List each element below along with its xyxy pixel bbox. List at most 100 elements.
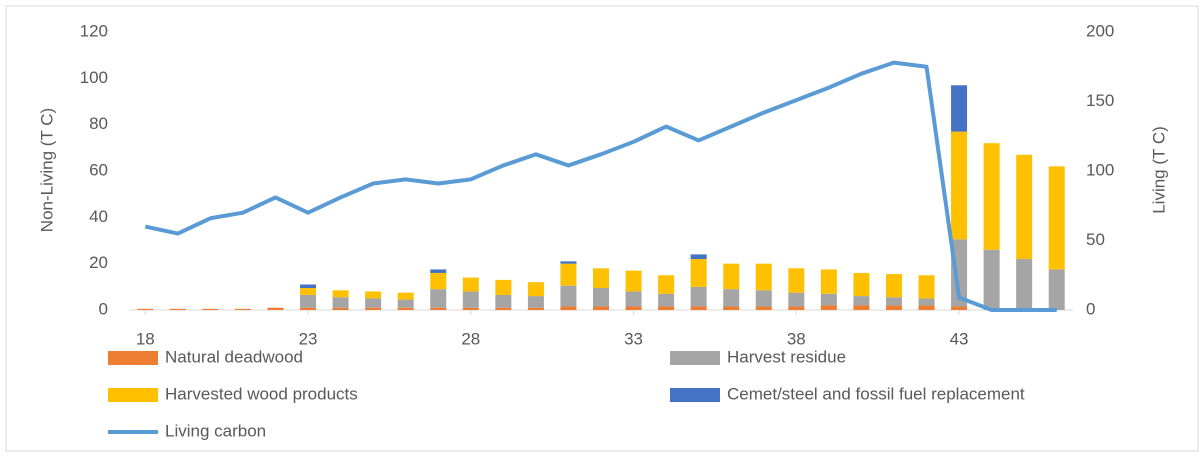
x-tick-label: 33 xyxy=(624,329,643,348)
bar-segment xyxy=(755,263,772,291)
y-axis-title: Non-Living (T C) xyxy=(37,108,56,232)
bar-segment xyxy=(820,305,837,310)
bar-segment xyxy=(332,290,349,298)
y-tick-label: 40 xyxy=(89,207,108,226)
x-tick-label: 18 xyxy=(136,329,155,348)
bar-segment xyxy=(885,305,902,310)
bar-segment xyxy=(853,305,870,310)
bar-segment xyxy=(690,259,707,287)
bar-segment xyxy=(918,298,935,306)
legend-label: Living carbon xyxy=(165,421,266,440)
bar-segment xyxy=(300,307,317,310)
bar-segment xyxy=(788,268,805,293)
bar-segment xyxy=(853,296,870,306)
bar-segment xyxy=(885,274,902,298)
legend-label: Cemet/steel and fossil fuel replacement xyxy=(727,384,1025,403)
bar-segment xyxy=(462,277,479,292)
bar-segment xyxy=(690,306,707,310)
bar-segment xyxy=(788,292,805,307)
bar-segment xyxy=(430,269,447,273)
bar-segment xyxy=(1016,259,1033,310)
bar-segment xyxy=(332,297,349,308)
bar-segment xyxy=(560,261,577,264)
bar-segment xyxy=(300,294,317,308)
x-tick-label: 23 xyxy=(299,329,318,348)
bar-segment xyxy=(853,272,870,297)
bar-segment xyxy=(755,290,772,307)
line-series xyxy=(144,60,1057,312)
bar-segment xyxy=(1048,269,1065,310)
y2-axis-title: Living (T C) xyxy=(1149,126,1168,214)
x-tick-label: 28 xyxy=(461,329,480,348)
bar-segment xyxy=(690,254,707,260)
y2-tick-label: 100 xyxy=(1086,160,1114,179)
bar-segment xyxy=(527,282,544,297)
bar-segment xyxy=(202,308,219,310)
bar-segment xyxy=(430,307,447,310)
bar-segment xyxy=(495,307,512,310)
bar-segment xyxy=(593,306,609,310)
x-tick-label: 38 xyxy=(787,329,806,348)
bar-segment xyxy=(593,268,609,288)
bar-segment xyxy=(755,306,772,310)
bar-segment xyxy=(169,308,186,310)
bar-segment xyxy=(983,249,1000,310)
y-tick-label: 0 xyxy=(99,299,108,318)
bar-segment xyxy=(625,306,642,310)
bar-segment xyxy=(625,270,642,292)
legend-swatch xyxy=(108,388,158,402)
bar-segment xyxy=(397,292,414,300)
bar-segment xyxy=(658,293,675,307)
bar-segment xyxy=(983,143,1000,250)
bar-segment xyxy=(658,306,675,310)
bar-segment xyxy=(137,308,154,310)
bar-segment xyxy=(951,306,968,310)
y2-tick-label: 50 xyxy=(1086,230,1105,249)
y-tick-label: 80 xyxy=(89,114,108,133)
bar-segment xyxy=(723,306,740,310)
bar-segment xyxy=(495,294,512,308)
legend-swatch xyxy=(108,351,158,365)
bar-segment xyxy=(430,289,447,308)
bar-segment xyxy=(462,307,479,310)
bar-segment xyxy=(951,85,968,132)
bar-segment xyxy=(820,293,837,306)
bar-segment xyxy=(560,306,577,310)
bar-segment xyxy=(723,263,740,290)
bar-segment xyxy=(918,275,935,299)
legend-swatch xyxy=(670,388,720,402)
legend-label: Harvest residue xyxy=(727,347,846,366)
y2-tick-label: 200 xyxy=(1086,21,1114,40)
bar-segment xyxy=(560,263,577,286)
bar-segment xyxy=(593,287,609,307)
bar-segment xyxy=(1048,166,1065,270)
bar-segment xyxy=(527,296,544,308)
y-tick-label: 60 xyxy=(89,160,108,179)
bar-segment xyxy=(495,279,512,295)
bar-segment xyxy=(332,307,349,310)
y-tick-label: 100 xyxy=(80,68,108,87)
bar-segment xyxy=(300,287,317,295)
bar-segment xyxy=(690,286,707,307)
bar-segment xyxy=(951,131,968,240)
bar-segment xyxy=(300,284,317,288)
bar-segment xyxy=(527,307,544,310)
y2-tick-label: 150 xyxy=(1086,91,1114,110)
bar-segment xyxy=(820,269,837,294)
bar-segment xyxy=(885,297,902,306)
bar-segment xyxy=(462,291,479,308)
legend-label: Harvested wood products xyxy=(165,384,358,403)
bar-segment xyxy=(430,272,447,290)
bar-segment xyxy=(625,291,642,307)
bar-segment xyxy=(397,299,414,308)
bar-segment xyxy=(365,298,382,308)
bar-segment xyxy=(1016,154,1033,260)
y-tick-label: 20 xyxy=(89,253,108,272)
bar-segment xyxy=(560,285,577,307)
bar-segment xyxy=(365,307,382,310)
bar-segment xyxy=(918,305,935,310)
bar-segment xyxy=(658,275,675,294)
legend-label: Natural deadwood xyxy=(165,347,303,366)
y-tick-label: 120 xyxy=(80,21,108,40)
